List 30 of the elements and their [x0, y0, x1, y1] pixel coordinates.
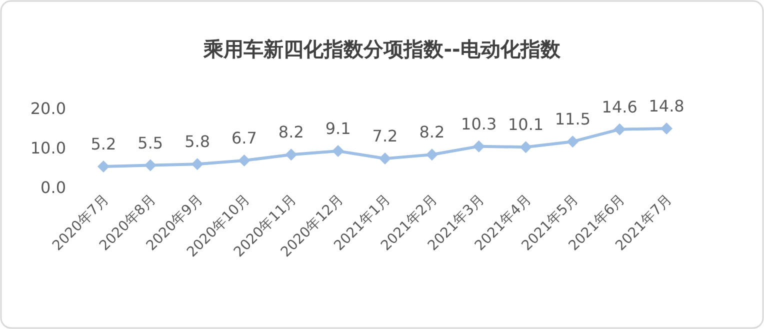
point: [191, 158, 204, 170]
point: [426, 148, 438, 161]
y-tick-label: 0.0: [40, 178, 66, 197]
data-label: 7.2: [372, 126, 398, 146]
point: [520, 141, 532, 154]
y-tick-label: 10.0: [30, 138, 66, 158]
data-label: 14.6: [602, 97, 638, 116]
data-label: 8.2: [419, 122, 445, 142]
data-label: 5.5: [138, 133, 164, 152]
point: [238, 154, 250, 167]
chart-title: 乘用车新四化指数分项指数--电动化指数: [202, 37, 562, 61]
point: [614, 123, 626, 136]
point: [332, 145, 344, 158]
data-label: 9.1: [325, 119, 351, 138]
point: [144, 159, 156, 172]
data-label: 10.3: [461, 114, 497, 134]
point: [660, 122, 673, 135]
data-label: 5.8: [184, 132, 210, 152]
data-label: 6.7: [232, 128, 257, 148]
point: [472, 140, 485, 152]
point: [285, 148, 298, 161]
data-label: 5.2: [90, 134, 116, 154]
data-label: 10.1: [508, 115, 544, 134]
data-label: 8.2: [278, 122, 304, 142]
data-label: 11.5: [554, 110, 591, 129]
point: [379, 152, 391, 165]
data-label: 14.8: [648, 96, 684, 116]
point: [566, 136, 579, 148]
y-tick-label: 20.0: [30, 99, 66, 118]
point: [97, 160, 110, 172]
